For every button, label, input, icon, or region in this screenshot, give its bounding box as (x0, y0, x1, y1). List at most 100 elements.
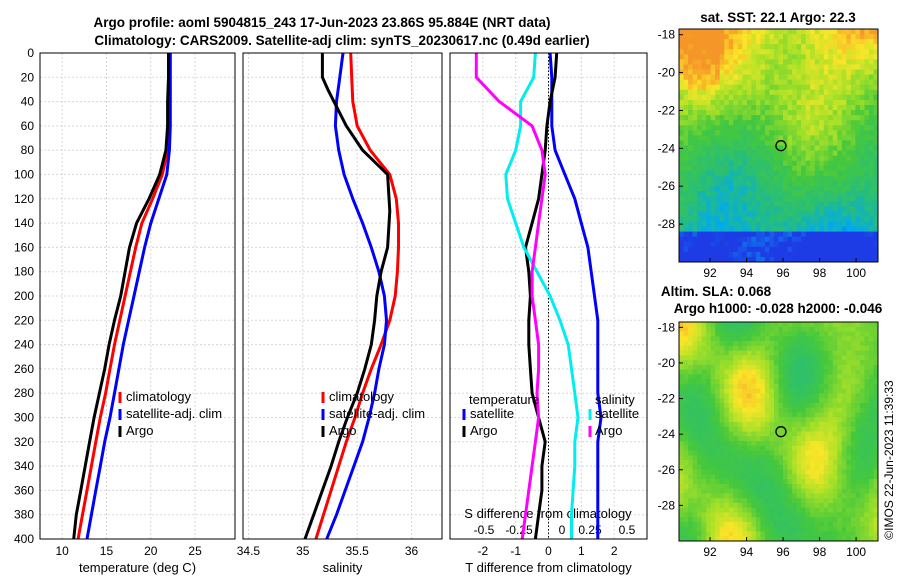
heatmap-cell (751, 79, 757, 86)
heatmap-cell (787, 436, 793, 442)
heatmap-cell (697, 498, 703, 504)
heatmap-cell (706, 34, 712, 40)
map-y-tick-label: -18 (658, 28, 676, 42)
heatmap-cell (733, 460, 739, 466)
heatmap-cell (755, 226, 761, 233)
heatmap-cell (688, 125, 693, 131)
heatmap-cell (814, 383, 820, 390)
heatmap-cell (850, 407, 856, 413)
heatmap-cell (688, 231, 693, 238)
heatmap-cell (841, 145, 847, 151)
heatmap-cell (692, 39, 698, 45)
heatmap-cell (796, 445, 802, 451)
heatmap-cell (733, 517, 739, 523)
heatmap-cell (864, 536, 870, 542)
heatmap-cell (859, 469, 865, 475)
heatmap-cell (778, 412, 784, 418)
sst-map-title: sat. SST: 22.1 Argo: 22.3 (700, 10, 856, 25)
heatmap-cell (850, 521, 856, 528)
heatmap-cell (846, 221, 852, 227)
heatmap-cell (801, 322, 807, 328)
heatmap-cell (692, 336, 698, 342)
heatmap-cell (805, 74, 811, 81)
heatmap-cell (805, 44, 811, 50)
heatmap-cell (719, 502, 725, 509)
heatmap-cell (846, 175, 852, 182)
heatmap-cell (787, 165, 793, 172)
heatmap-cell (792, 160, 797, 167)
heatmap-cell (706, 407, 712, 413)
heatmap-cell (792, 69, 797, 75)
heatmap-cell (868, 180, 874, 187)
heatmap-cell (850, 507, 856, 513)
heatmap-cell (819, 140, 825, 146)
heatmap-cell (692, 469, 698, 475)
heatmap-cell (728, 521, 734, 528)
heatmap-cell (819, 507, 825, 513)
heatmap-cell (814, 531, 820, 537)
x-tick-label: 35.5 (346, 544, 370, 558)
heatmap-cell (855, 483, 861, 490)
heatmap-cell (737, 206, 743, 212)
heatmap-cell (764, 251, 770, 258)
heatmap-cell (719, 44, 725, 50)
heatmap-cell (841, 407, 847, 413)
heatmap-cell (778, 256, 784, 263)
heatmap-cell (828, 135, 834, 141)
heatmap-cell (864, 360, 870, 366)
heatmap-cell (837, 326, 843, 332)
heatmap-cell (706, 412, 712, 418)
heatmap-cell (692, 155, 698, 162)
heatmap-cell (706, 29, 712, 35)
heatmap-cell (801, 246, 807, 253)
heatmap-cell (846, 488, 852, 494)
heatmap-cell (715, 29, 721, 35)
heatmap-cell (828, 483, 834, 490)
heatmap-cell (810, 94, 816, 101)
heatmap-cell (864, 201, 870, 207)
heatmap-cell (710, 246, 716, 253)
heatmap-cell (692, 115, 698, 121)
heatmap-cell (859, 355, 865, 361)
heatmap-cell (783, 170, 788, 177)
heatmap-cell (715, 331, 721, 337)
heatmap-cell (760, 398, 766, 404)
heatmap-cell (819, 426, 825, 432)
heatmap-cell (706, 498, 712, 504)
heatmap-cell (769, 211, 775, 217)
heatmap-cell (819, 165, 825, 172)
heatmap-cell (868, 186, 874, 192)
heatmap-cell (814, 483, 820, 490)
heatmap-cell (787, 140, 793, 146)
heatmap-cell (769, 464, 775, 470)
heatmap-cell (746, 460, 752, 466)
heatmap-cell (701, 150, 707, 157)
heatmap-cell (783, 531, 788, 537)
heatmap-cell (683, 350, 689, 356)
heatmap-cell (837, 125, 843, 131)
heatmap-cell (792, 231, 797, 238)
heatmap-cell (810, 455, 816, 461)
heatmap-cell (868, 191, 874, 197)
heatmap-cell (801, 388, 807, 394)
heatmap-cell (679, 165, 684, 172)
heatmap-cell (737, 79, 743, 86)
heatmap-cell (751, 155, 757, 162)
heatmap-cell (801, 201, 807, 207)
heatmap-cell (751, 216, 757, 222)
heatmap-cell (801, 110, 807, 116)
heatmap-cell (801, 206, 807, 212)
heatmap-cell (868, 322, 874, 328)
heatmap-cell (683, 450, 689, 456)
heatmap-cell (773, 34, 779, 40)
heatmap-cell (760, 196, 766, 202)
heatmap-cell (828, 180, 834, 187)
heatmap-cell (873, 417, 879, 423)
heatmap-cell (868, 345, 874, 351)
heatmap-cell (764, 64, 770, 70)
heatmap-cell (801, 445, 807, 451)
heatmap-cell (769, 49, 775, 55)
heatmap-cell (828, 417, 834, 423)
heatmap-cell (819, 360, 825, 366)
heatmap-cell (692, 479, 698, 485)
